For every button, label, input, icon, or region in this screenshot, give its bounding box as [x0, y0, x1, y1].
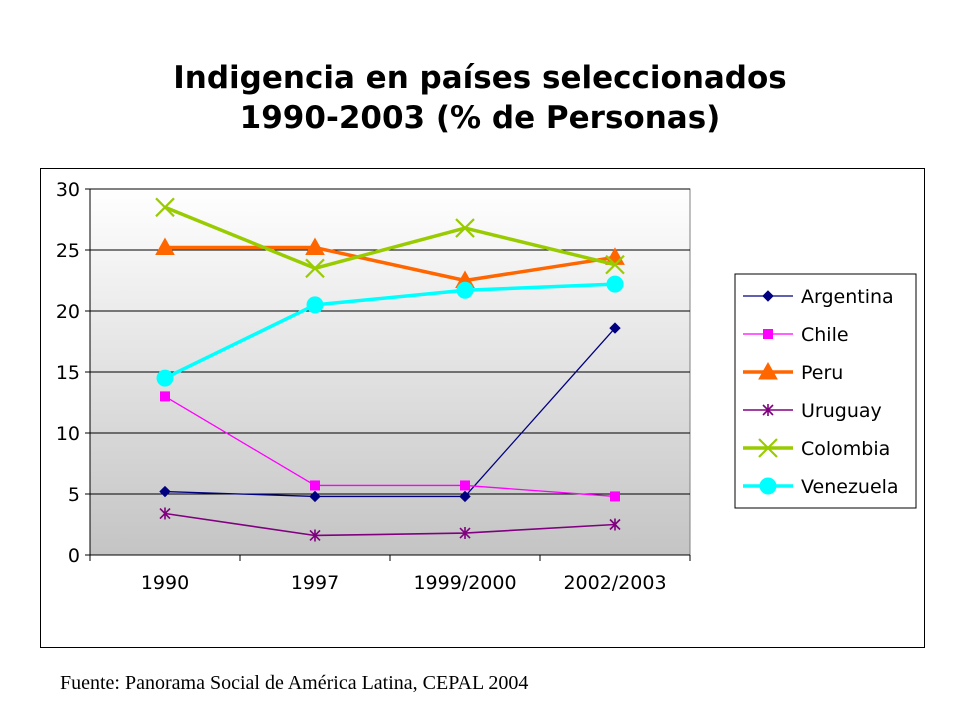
legend-label: Chile — [801, 324, 849, 346]
series-line-chile — [164, 395, 616, 498]
data-point-uruguay — [159, 507, 171, 520]
y-tick-label: 10 — [56, 423, 80, 445]
series-colombia — [155, 197, 625, 279]
y-tick-label: 15 — [56, 362, 80, 384]
legend-swatch-marker — [758, 438, 778, 458]
data-point-uruguay — [459, 527, 471, 540]
legend-label: Peru — [801, 362, 843, 384]
series-peru — [155, 237, 625, 288]
series-line-argentina — [164, 327, 616, 498]
series-line-uruguay — [164, 512, 616, 537]
series-uruguay — [159, 507, 621, 542]
legend-entry-argentina: Argentina — [743, 286, 894, 308]
data-point-colombia — [155, 197, 175, 218]
data-point-argentina — [609, 322, 621, 334]
legend-swatch-marker — [762, 290, 774, 302]
data-point-chile — [310, 480, 320, 491]
series-chile — [160, 391, 620, 502]
legend-label: Colombia — [801, 438, 890, 460]
data-point-chile — [160, 391, 170, 402]
legend-swatch-marker — [759, 477, 777, 495]
legend-entry-venezuela: Venezuela — [743, 476, 899, 498]
legend: Argentina Chile Peru Uruguay Colombia Venezue… — [734, 273, 917, 509]
data-point-colombia — [305, 258, 325, 279]
data-point-peru — [305, 237, 325, 256]
chart-title: Indigencia en países seleccionados 1990-… — [0, 58, 960, 138]
data-point-venezuela — [156, 369, 174, 387]
y-tick-label: 5 — [68, 484, 80, 506]
chart-title-line-1: Indigencia en países seleccionados — [173, 60, 787, 96]
data-point-argentina — [309, 490, 321, 503]
legend-swatch-marker — [762, 404, 774, 416]
series-group — [155, 197, 625, 542]
line-chart: 0 5 10 15 20 25 30 1990 1997 1999/2000 2002/2003 A… — [56, 179, 917, 594]
data-point-chile — [460, 480, 470, 491]
series-venezuela — [156, 275, 624, 387]
y-tick-label: 30 — [56, 179, 80, 201]
series-argentina — [159, 322, 621, 503]
x-tick-label: 1990 — [141, 572, 189, 594]
x-tick-label: 1997 — [291, 572, 339, 594]
legend-label: Argentina — [801, 286, 894, 308]
data-point-uruguay — [609, 518, 621, 531]
data-point-venezuela — [606, 275, 624, 293]
x-tick-label: 2002/2003 — [563, 572, 666, 594]
axes: 0 5 10 15 20 25 30 1990 1997 1999/2000 2002/2003 — [56, 179, 691, 594]
data-point-argentina — [459, 490, 471, 503]
data-point-colombia — [455, 218, 475, 238]
legend-label: Venezuela — [801, 476, 899, 498]
legend-entry-peru: Peru — [743, 361, 843, 384]
y-tick-label: 20 — [56, 301, 80, 323]
legend-entry-chile: Chile — [743, 324, 849, 346]
y-tick-label: 0 — [68, 545, 80, 567]
data-point-uruguay — [309, 529, 321, 542]
legend-label: Uruguay — [801, 400, 882, 422]
series-line-peru — [165, 245, 616, 283]
data-point-argentina — [159, 485, 171, 498]
source-note: Fuente: Panorama Social de América Latin… — [60, 672, 529, 694]
chart-title-line-2: 1990-2003 (% de Personas) — [239, 100, 721, 136]
legend-box — [734, 273, 917, 509]
y-tick-label: 25 — [56, 240, 80, 262]
legend-entry-uruguay: Uruguay — [743, 400, 882, 422]
data-point-venezuela — [456, 281, 474, 299]
series-line-colombia — [164, 205, 616, 271]
data-point-colombia — [605, 254, 625, 275]
data-point-chile — [610, 491, 620, 502]
data-point-venezuela — [306, 296, 324, 314]
legend-swatch-marker — [763, 329, 773, 339]
data-point-peru — [155, 237, 175, 256]
series-line-venezuela — [164, 282, 616, 380]
chart-frame: 0 5 10 15 20 25 30 1990 1997 1999/2000 2002/2003 A… — [40, 168, 925, 648]
x-tick-label: 1999/2000 — [413, 572, 516, 594]
legend-entry-colombia: Colombia — [743, 438, 890, 460]
legend-swatch-marker — [758, 361, 778, 380]
